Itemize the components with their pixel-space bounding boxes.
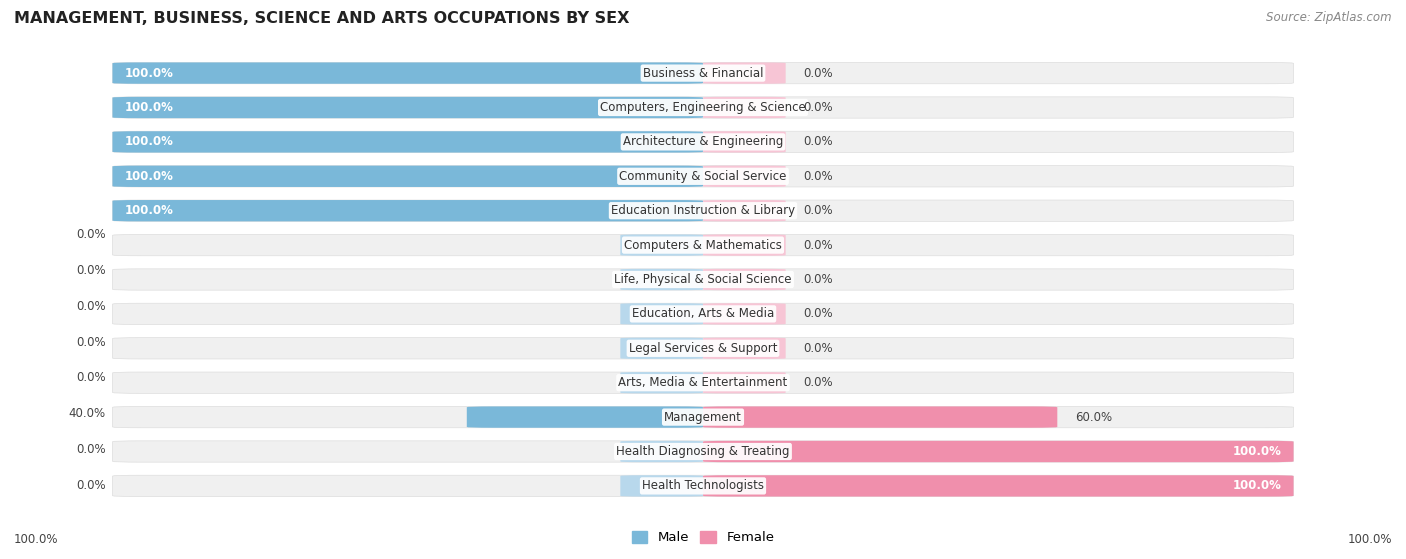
- FancyBboxPatch shape: [112, 269, 1294, 290]
- Text: Source: ZipAtlas.com: Source: ZipAtlas.com: [1267, 11, 1392, 24]
- FancyBboxPatch shape: [703, 63, 786, 84]
- Text: 0.0%: 0.0%: [76, 479, 105, 492]
- Text: 100.0%: 100.0%: [14, 533, 59, 546]
- Text: Education Instruction & Library: Education Instruction & Library: [612, 204, 794, 217]
- FancyBboxPatch shape: [703, 131, 786, 153]
- FancyBboxPatch shape: [112, 441, 1294, 462]
- FancyBboxPatch shape: [112, 63, 1294, 84]
- FancyBboxPatch shape: [112, 97, 1294, 118]
- FancyBboxPatch shape: [112, 131, 1294, 153]
- FancyBboxPatch shape: [703, 406, 1057, 428]
- Text: Community & Social Service: Community & Social Service: [619, 170, 787, 183]
- Text: 0.0%: 0.0%: [803, 67, 832, 79]
- Text: Education, Arts & Media: Education, Arts & Media: [631, 307, 775, 320]
- Text: 100.0%: 100.0%: [124, 170, 173, 183]
- FancyBboxPatch shape: [620, 303, 703, 325]
- FancyBboxPatch shape: [112, 97, 703, 118]
- FancyBboxPatch shape: [703, 200, 786, 221]
- FancyBboxPatch shape: [112, 200, 1294, 221]
- FancyBboxPatch shape: [703, 441, 1294, 462]
- FancyBboxPatch shape: [112, 63, 703, 84]
- FancyBboxPatch shape: [112, 338, 1294, 359]
- Text: 0.0%: 0.0%: [803, 239, 832, 252]
- Text: 100.0%: 100.0%: [124, 101, 173, 114]
- FancyBboxPatch shape: [703, 269, 786, 290]
- Text: 60.0%: 60.0%: [1076, 411, 1112, 424]
- Text: 0.0%: 0.0%: [76, 371, 105, 385]
- Text: 0.0%: 0.0%: [76, 300, 105, 313]
- Text: 100.0%: 100.0%: [124, 67, 173, 79]
- Text: 0.0%: 0.0%: [76, 443, 105, 456]
- FancyBboxPatch shape: [112, 200, 703, 221]
- Text: Computers, Engineering & Science: Computers, Engineering & Science: [600, 101, 806, 114]
- Text: Architecture & Engineering: Architecture & Engineering: [623, 135, 783, 148]
- Text: 0.0%: 0.0%: [803, 101, 832, 114]
- Text: MANAGEMENT, BUSINESS, SCIENCE AND ARTS OCCUPATIONS BY SEX: MANAGEMENT, BUSINESS, SCIENCE AND ARTS O…: [14, 11, 630, 26]
- FancyBboxPatch shape: [620, 475, 703, 496]
- Text: Arts, Media & Entertainment: Arts, Media & Entertainment: [619, 376, 787, 389]
- FancyBboxPatch shape: [112, 372, 1294, 394]
- Text: 0.0%: 0.0%: [803, 135, 832, 148]
- Text: 100.0%: 100.0%: [1233, 480, 1282, 492]
- FancyBboxPatch shape: [703, 338, 786, 359]
- Text: Health Technologists: Health Technologists: [643, 480, 763, 492]
- Text: 0.0%: 0.0%: [803, 307, 832, 320]
- FancyBboxPatch shape: [112, 303, 1294, 325]
- Text: Life, Physical & Social Science: Life, Physical & Social Science: [614, 273, 792, 286]
- Text: 0.0%: 0.0%: [76, 264, 105, 277]
- FancyBboxPatch shape: [467, 406, 703, 428]
- FancyBboxPatch shape: [703, 97, 786, 118]
- Text: 100.0%: 100.0%: [124, 135, 173, 148]
- Text: 100.0%: 100.0%: [1347, 533, 1392, 546]
- FancyBboxPatch shape: [703, 372, 786, 394]
- FancyBboxPatch shape: [112, 475, 1294, 496]
- Text: Management: Management: [664, 411, 742, 424]
- FancyBboxPatch shape: [703, 165, 786, 187]
- FancyBboxPatch shape: [112, 165, 1294, 187]
- Text: 100.0%: 100.0%: [124, 204, 173, 217]
- FancyBboxPatch shape: [620, 269, 703, 290]
- Text: 0.0%: 0.0%: [76, 335, 105, 349]
- FancyBboxPatch shape: [620, 441, 703, 462]
- Legend: Male, Female: Male, Female: [626, 525, 780, 549]
- FancyBboxPatch shape: [112, 131, 703, 153]
- Text: 0.0%: 0.0%: [76, 228, 105, 241]
- Text: Legal Services & Support: Legal Services & Support: [628, 342, 778, 355]
- FancyBboxPatch shape: [112, 234, 1294, 256]
- FancyBboxPatch shape: [620, 234, 703, 256]
- Text: 0.0%: 0.0%: [803, 170, 832, 183]
- Text: 0.0%: 0.0%: [803, 342, 832, 355]
- Text: 0.0%: 0.0%: [803, 376, 832, 389]
- Text: 0.0%: 0.0%: [803, 273, 832, 286]
- FancyBboxPatch shape: [112, 406, 1294, 428]
- Text: Health Diagnosing & Treating: Health Diagnosing & Treating: [616, 445, 790, 458]
- FancyBboxPatch shape: [703, 234, 786, 256]
- Text: Business & Financial: Business & Financial: [643, 67, 763, 79]
- FancyBboxPatch shape: [620, 372, 703, 394]
- Text: 100.0%: 100.0%: [1233, 445, 1282, 458]
- Text: Computers & Mathematics: Computers & Mathematics: [624, 239, 782, 252]
- FancyBboxPatch shape: [703, 303, 786, 325]
- FancyBboxPatch shape: [620, 338, 703, 359]
- FancyBboxPatch shape: [112, 165, 703, 187]
- Text: 40.0%: 40.0%: [69, 407, 105, 420]
- Text: 0.0%: 0.0%: [803, 204, 832, 217]
- FancyBboxPatch shape: [703, 475, 1294, 496]
